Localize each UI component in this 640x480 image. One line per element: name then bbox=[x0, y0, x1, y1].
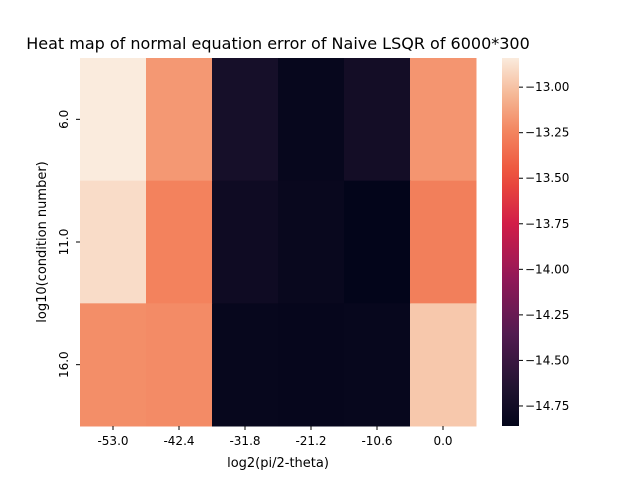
colorbar-tick-label: −14.50 bbox=[525, 353, 569, 367]
heatmap-cell bbox=[278, 180, 345, 304]
x-axis-ticks: -53.0 -42.4 -31.8 -21.2 -10.6 0.0 bbox=[97, 426, 453, 448]
heatmap-cell bbox=[212, 180, 279, 304]
colorbar-tick-label: −14.25 bbox=[525, 308, 569, 322]
colorbar-tick-label: −14.75 bbox=[525, 399, 569, 413]
heatmap-cell bbox=[278, 58, 345, 182]
x-tick-label: -31.8 bbox=[229, 434, 260, 448]
heatmap-cell bbox=[410, 303, 477, 427]
chart-title: Heat map of normal equation error of Nai… bbox=[26, 34, 530, 53]
heatmap-cell bbox=[80, 58, 147, 182]
y-tick-label: 11.0 bbox=[57, 229, 71, 256]
y-tick-label: 16.0 bbox=[57, 351, 71, 378]
heatmap-cell bbox=[212, 303, 279, 427]
colorbar-ticks: −13.00 −13.25 −13.50 −13.75 −14.00 −14.25 −14.… bbox=[519, 80, 569, 413]
heatmap-cell bbox=[80, 180, 147, 304]
colorbar bbox=[502, 58, 519, 426]
colorbar-tick-label: −13.00 bbox=[525, 80, 569, 94]
heatmap-cell bbox=[80, 303, 147, 427]
heatmap-cell bbox=[146, 303, 213, 427]
x-tick-label: -10.6 bbox=[361, 434, 392, 448]
heatmap-cell bbox=[212, 58, 279, 182]
x-tick-label: 0.0 bbox=[433, 434, 452, 448]
y-tick-label: 6.0 bbox=[57, 110, 71, 129]
x-tick-label: -21.2 bbox=[295, 434, 326, 448]
colorbar-tick-label: −13.25 bbox=[525, 126, 569, 140]
heatmap-cell bbox=[278, 303, 345, 427]
heatmap-cell bbox=[344, 58, 411, 182]
x-tick-label: -53.0 bbox=[97, 434, 128, 448]
heatmap-cell bbox=[146, 58, 213, 182]
heatmap-cell bbox=[410, 180, 477, 304]
colorbar-tick-label: −14.00 bbox=[525, 262, 569, 276]
heatmap-cells bbox=[80, 58, 477, 427]
y-axis-label: log10(condition number) bbox=[35, 161, 50, 322]
colorbar-tick-label: −13.50 bbox=[525, 171, 569, 185]
heatmap-cell bbox=[146, 180, 213, 304]
y-axis-ticks: 6.0 11.0 16.0 bbox=[57, 110, 80, 378]
x-axis-label: log2(pi/2-theta) bbox=[227, 456, 329, 471]
heatmap-cell bbox=[410, 58, 477, 182]
heatmap-cell bbox=[344, 180, 411, 304]
x-tick-label: -42.4 bbox=[163, 434, 194, 448]
colorbar-tick-label: −13.75 bbox=[525, 217, 569, 231]
heatmap-cell bbox=[344, 303, 411, 427]
